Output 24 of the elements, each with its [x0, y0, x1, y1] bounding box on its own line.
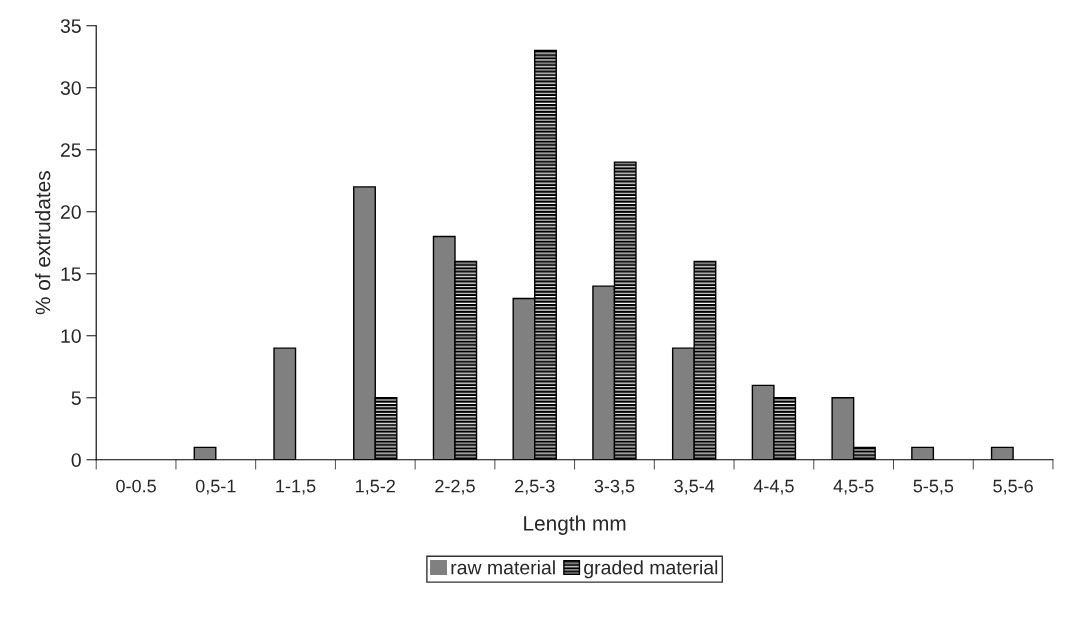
y-tick-label: 20	[60, 205, 81, 219]
x-tick-label: 5,5-6	[993, 479, 1033, 495]
x-tick-label: 5-5,5	[913, 479, 954, 495]
x-tick-label: 3-3,5	[594, 479, 635, 495]
x-tick-label: 2,5-3	[515, 479, 555, 495]
x-tick-label: 2-2,5	[435, 479, 475, 495]
x-tick-label: 3,5-4	[674, 479, 715, 495]
y-tick-label: 10	[61, 329, 81, 343]
y-axis-title: % of extrudates	[35, 171, 51, 315]
y-tick-label: 5	[71, 391, 81, 405]
y-tick-label: 35	[60, 19, 81, 33]
x-tick-label: 4-4,5	[753, 479, 794, 495]
x-tick-label: 0,5-1	[195, 479, 236, 495]
x-tick-label: 0-0.5	[116, 479, 156, 493]
x-tick-label: 1-1,5	[276, 479, 316, 495]
x-tick-label: 4,5-5	[833, 479, 874, 495]
x-tick-label: 1,5-2	[356, 479, 395, 495]
y-tick-label: 25	[60, 143, 81, 157]
y-tick-label: 15	[61, 267, 81, 281]
y-tick-label: 30	[60, 81, 81, 95]
y-tick-label: 0	[71, 453, 81, 467]
legend-label: raw material	[451, 560, 555, 575]
legend-label: graded material	[584, 560, 718, 579]
x-axis-title: Length mm	[524, 515, 626, 535]
